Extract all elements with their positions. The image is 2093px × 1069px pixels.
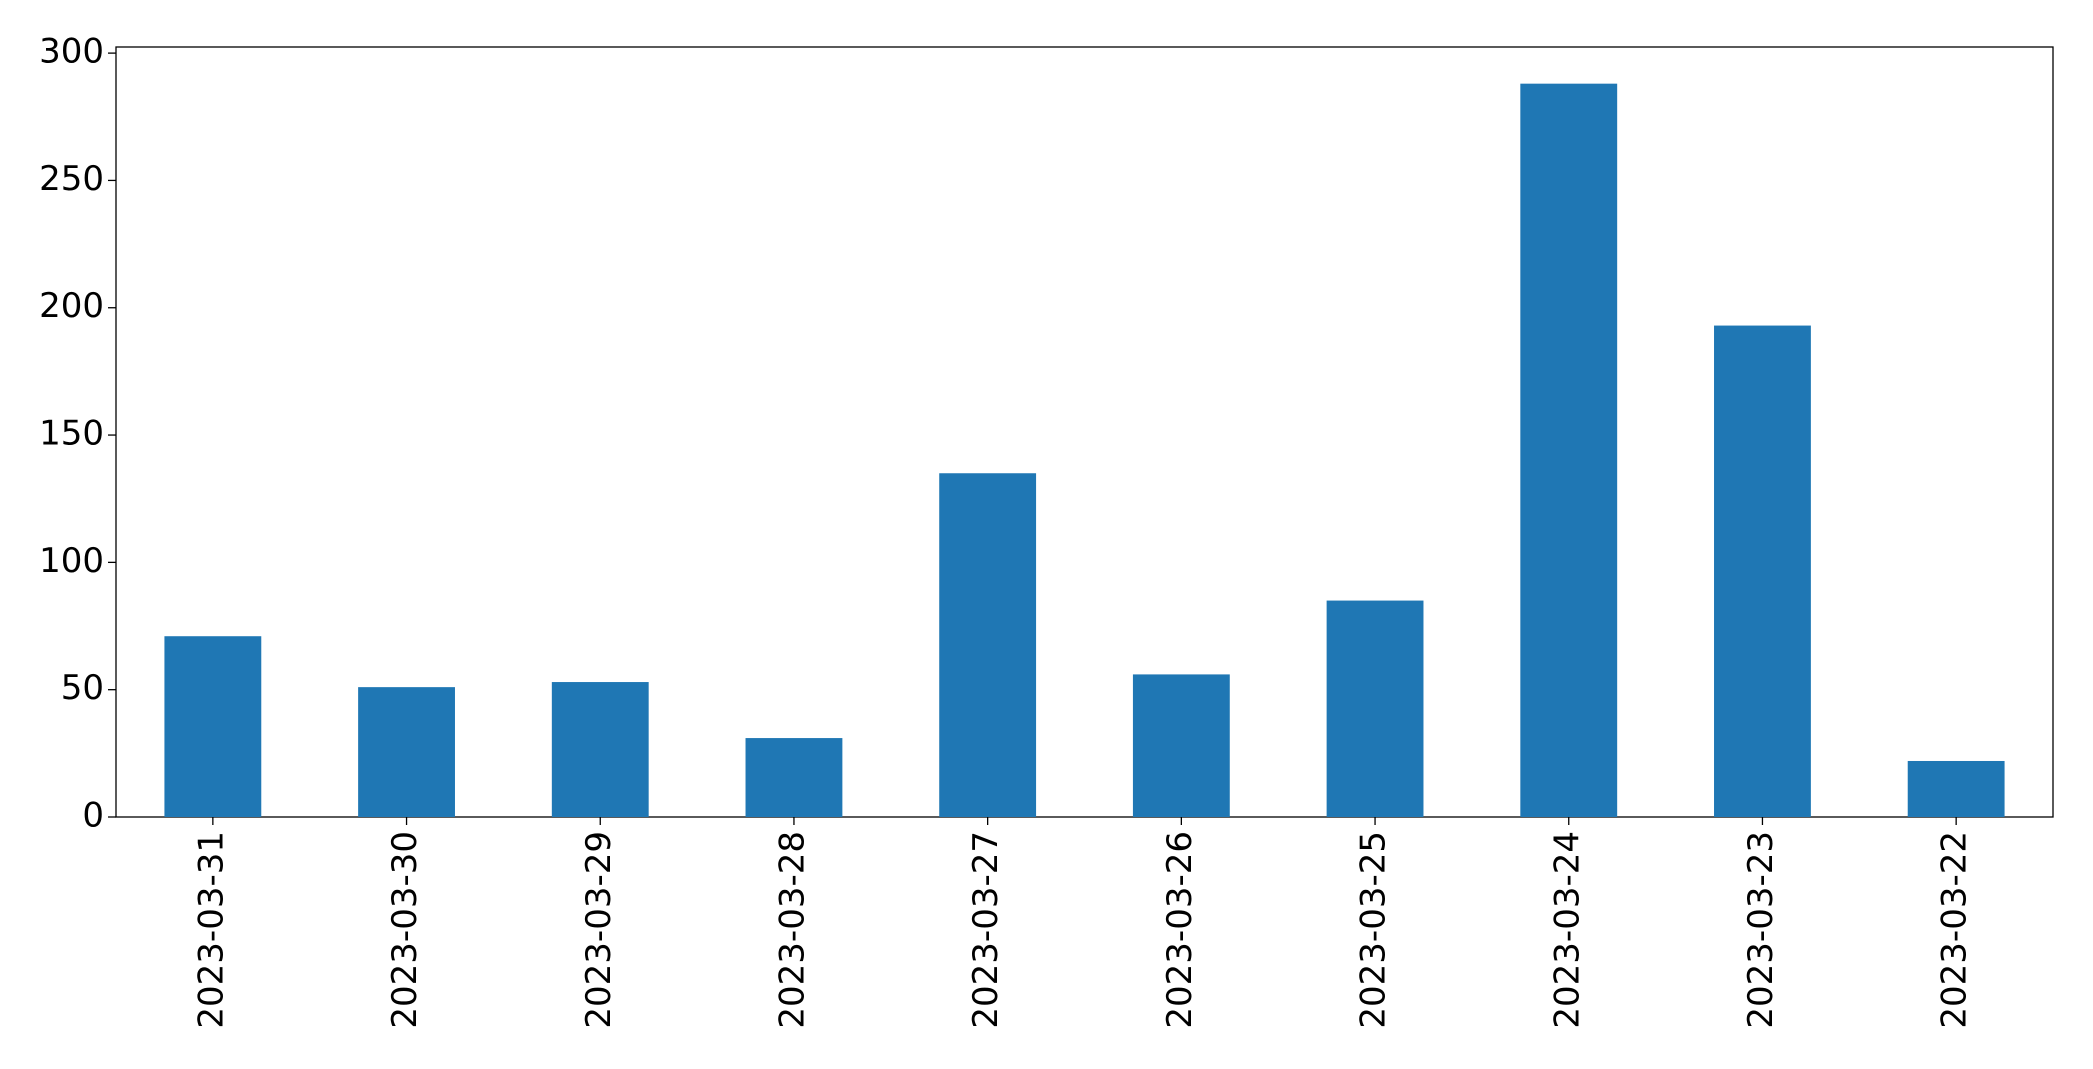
bar xyxy=(1714,325,1811,817)
bar xyxy=(1907,760,2005,817)
y-tick-label: 200 xyxy=(39,286,104,326)
bar xyxy=(358,687,455,817)
x-tick-label: 2023-03-26 xyxy=(1160,831,1200,1029)
x-tick-label: 2023-03-30 xyxy=(385,831,425,1029)
x-tick-label: 2023-03-22 xyxy=(1935,831,1975,1029)
x-tick-label: 2023-03-29 xyxy=(579,831,619,1029)
bar xyxy=(1326,600,1424,817)
y-tick-label: 100 xyxy=(39,541,104,581)
x-tick-label: 2023-03-28 xyxy=(772,831,812,1029)
x-tick-label: 2023-03-31 xyxy=(191,831,231,1029)
y-tick-label: 250 xyxy=(39,159,104,199)
bar xyxy=(939,473,1037,817)
bar xyxy=(1132,674,1230,817)
x-tick-label: 2023-03-24 xyxy=(1547,831,1587,1029)
y-tick-label: 0 xyxy=(82,796,104,836)
bar xyxy=(745,738,843,817)
y-tick-label: 300 xyxy=(39,32,104,72)
bar xyxy=(164,636,262,817)
x-tick-label: 2023-03-23 xyxy=(1741,831,1781,1029)
bar xyxy=(1520,83,1618,817)
y-tick-label: 50 xyxy=(61,668,104,708)
x-tick-label: 2023-03-25 xyxy=(1354,831,1394,1029)
y-tick-label: 150 xyxy=(39,414,104,454)
plot-frame xyxy=(115,46,2054,818)
bar xyxy=(551,682,649,817)
x-tick-label: 2023-03-27 xyxy=(966,831,1006,1029)
